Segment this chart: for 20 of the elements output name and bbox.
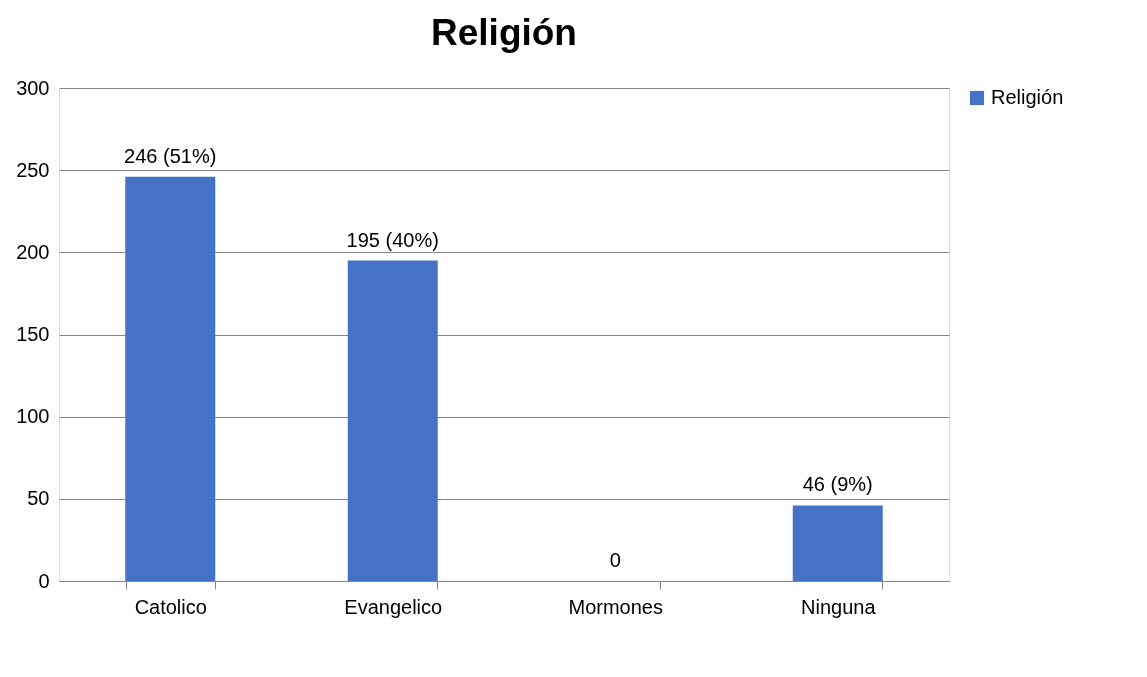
y-tick-label: 100 [16, 405, 50, 428]
text: 246 (51%) [124, 144, 217, 167]
x-tick-label: Evangelico [344, 595, 443, 618]
chart-title: Religión [431, 12, 577, 53]
text: 195 (40%) [346, 228, 439, 251]
y-tick-label: 0 [38, 569, 50, 592]
text: 0 [609, 549, 621, 571]
bar [347, 260, 438, 581]
legend-label: Religión [991, 86, 1064, 108]
x-tick-label: Mormones [568, 595, 663, 618]
y-tick-label: 50 [27, 487, 50, 510]
bar [125, 176, 216, 581]
text: 46 (9%) [802, 473, 873, 496]
bar [792, 505, 883, 581]
y-tick-label: 150 [16, 323, 50, 345]
y-tick-label: 300 [16, 76, 50, 99]
y-tick-label: 250 [16, 158, 50, 181]
x-tick-label: Catolico [134, 595, 207, 618]
x-tick-label: Ninguna [800, 595, 877, 618]
y-tick-label: 200 [16, 240, 50, 263]
